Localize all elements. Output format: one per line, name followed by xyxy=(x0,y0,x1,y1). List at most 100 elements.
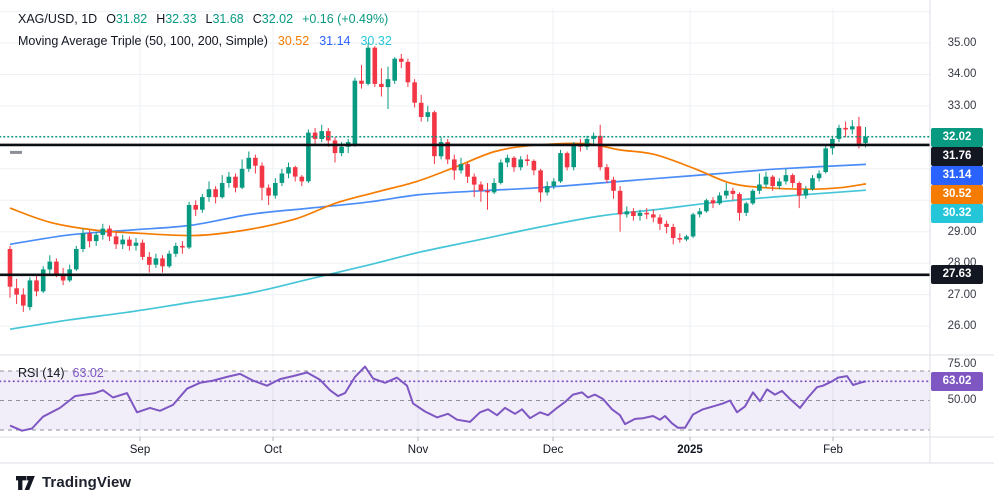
ma-indicator-legend[interactable]: Moving Average Triple (50, 100, 200, Sim… xyxy=(18,34,392,48)
candle-body xyxy=(200,197,205,210)
candle-body xyxy=(790,175,795,183)
high-value: 32.33 xyxy=(165,12,197,26)
candle-body xyxy=(74,249,79,270)
candle-body xyxy=(724,190,729,196)
candle-body xyxy=(604,167,610,180)
candle-body xyxy=(93,234,99,242)
candle-body xyxy=(458,164,464,171)
candle-body xyxy=(14,288,19,295)
candle-body xyxy=(763,176,769,185)
candle-body xyxy=(140,242,145,257)
open-label: O xyxy=(106,12,116,26)
rsi-indicator-legend[interactable]: RSI (14) 63.02 xyxy=(18,366,104,380)
time-axis-label: Oct xyxy=(264,444,282,456)
tradingview-logo[interactable]: TradingView xyxy=(16,474,131,491)
high-label: H xyxy=(156,12,166,26)
candle-body xyxy=(551,181,557,187)
candle-body xyxy=(286,167,291,174)
ma-value: 30.32 xyxy=(360,34,392,48)
candle-body xyxy=(392,58,397,81)
candle-body xyxy=(631,211,636,216)
price-badge: 31.14 xyxy=(931,165,983,185)
candle-body xyxy=(299,176,305,182)
candle-body xyxy=(710,200,716,204)
candle-body xyxy=(810,178,815,190)
candle-body xyxy=(644,212,649,215)
candle-body xyxy=(100,228,106,235)
candle-body xyxy=(418,102,424,117)
candle-body xyxy=(7,249,13,287)
candle-body xyxy=(717,195,722,204)
candle-body xyxy=(319,131,324,139)
candle-body xyxy=(856,126,862,144)
candle-body xyxy=(113,236,119,245)
candle-body xyxy=(153,258,159,265)
low-label: L xyxy=(205,12,213,26)
candle-body xyxy=(445,142,450,160)
candle-body xyxy=(352,80,358,146)
candle-body xyxy=(843,127,848,130)
price-axis-label: 29.00 xyxy=(947,226,977,238)
candle-body xyxy=(664,223,669,227)
rsi-axis-label: 50.00 xyxy=(947,394,977,406)
ma-indicator-title: Moving Average Triple (50, 100, 200, Sim… xyxy=(18,34,268,48)
tradingview-logo-icon xyxy=(16,475,35,490)
candle-body xyxy=(863,136,868,143)
symbol-legend[interactable]: XAG/USD, 1D O31.82 H32.33 L31.68 C32.02 +0.16… xyxy=(18,12,388,26)
moving-averages-layer xyxy=(9,142,867,331)
candle-body xyxy=(690,214,696,237)
candle-body xyxy=(326,131,331,141)
candle-body xyxy=(186,205,192,248)
candle-body xyxy=(27,280,33,308)
candle-body xyxy=(332,140,338,154)
candles-layer xyxy=(7,43,868,312)
candle-body xyxy=(465,164,470,177)
candle-body xyxy=(783,175,789,182)
candle-body xyxy=(80,233,86,249)
price-badge: 30.52 xyxy=(931,184,983,204)
candle-body xyxy=(478,184,484,191)
candle-body xyxy=(617,190,623,215)
candle-body xyxy=(253,157,258,166)
candle-body xyxy=(233,176,238,188)
candle-body xyxy=(120,239,125,245)
candle-body xyxy=(239,168,245,188)
ma-values: 30.52 31.14 30.32 xyxy=(268,34,392,48)
candle-body xyxy=(147,256,152,265)
change-value: +0.16 (+0.49%) xyxy=(302,12,389,26)
candle-body xyxy=(558,153,563,182)
candle-body xyxy=(571,143,576,168)
rsi-indicator-title: RSI (14) xyxy=(18,366,65,380)
candle-body xyxy=(279,173,285,183)
candle-body xyxy=(425,112,431,117)
ma-value: 31.14 xyxy=(319,34,351,48)
candle-body xyxy=(193,205,198,210)
candle-body xyxy=(21,294,26,306)
candle-body xyxy=(107,228,112,237)
candle-body xyxy=(544,186,550,193)
candle-body xyxy=(292,167,298,177)
candle-body xyxy=(54,261,59,275)
time-axis-label: Sep xyxy=(129,444,151,456)
candle-body xyxy=(670,227,676,238)
candle-body xyxy=(796,183,802,196)
time-axis-label: Nov xyxy=(407,444,429,456)
candle-body xyxy=(359,80,364,84)
symbol-title: XAG/USD, 1D xyxy=(18,12,98,26)
candle-body xyxy=(591,135,596,139)
time-axis-label: Feb xyxy=(823,444,843,456)
candle-body xyxy=(743,203,749,213)
candle-body xyxy=(438,142,444,157)
price-badge: 63.02 xyxy=(931,371,983,391)
gridlines-layer xyxy=(0,8,930,437)
ma-line xyxy=(9,163,867,246)
candle-body xyxy=(597,135,603,168)
candle-body xyxy=(777,181,782,187)
time-axis-label: Dec xyxy=(542,444,564,456)
ma-value: 30.52 xyxy=(277,34,310,48)
candle-body xyxy=(531,160,537,171)
candle-body xyxy=(206,189,212,198)
price-axis-label: 33.00 xyxy=(947,100,977,112)
